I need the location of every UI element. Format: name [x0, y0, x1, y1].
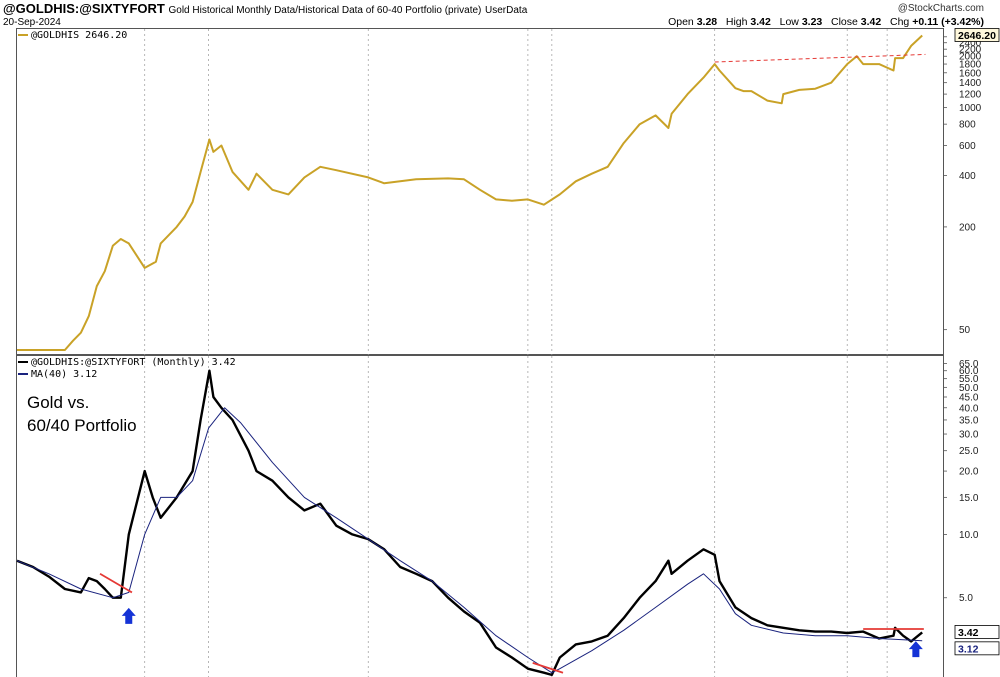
ratio-ytick-6: 35.0: [959, 415, 979, 426]
gold-last-badge-text: 2646.20: [958, 30, 996, 42]
gold-ytick-5: 1000: [959, 103, 982, 114]
ratio-ytick-5: 30.0: [959, 430, 979, 441]
annotation-line-2: 60/40 Portfolio: [27, 416, 137, 435]
gold-ytick-0: 50: [959, 325, 971, 336]
gold-series-0-line: [17, 34, 923, 351]
chart-title: @GOLDHIS:@SIXTYFORT Gold Historical Mont…: [3, 1, 527, 16]
brand-logo[interactable]: @StockCharts.com: [897, 3, 984, 14]
ratio-downtrend-line-1: [532, 662, 564, 674]
chart-source-tag: UserData: [485, 5, 528, 16]
ratio-ytick-7: 40.0: [959, 403, 979, 414]
gold-ytick-11: 2200: [959, 45, 982, 56]
ma-legend-swatch: [18, 373, 28, 375]
ratio-ytick-3: 20.0: [959, 467, 979, 478]
open-value: 3.28: [696, 16, 718, 28]
gold-ytick-7: 1400: [959, 78, 982, 89]
high-label: High: [725, 16, 748, 28]
gold-ytick-2: 400: [959, 171, 976, 182]
low-label: Low: [779, 16, 799, 28]
ohlc-readout: Open 3.28 High 3.42 Low 3.23 Close 3.42 …: [668, 16, 984, 28]
open-label: Open: [668, 16, 694, 28]
ma-last-badge-text: 3.12: [958, 643, 979, 655]
gold-ytick-6: 1200: [959, 90, 982, 101]
ma-legend-text: MA(40) 3.12: [31, 369, 98, 380]
ratio-series-0-line: [16, 369, 923, 677]
close-value: 3.42: [860, 16, 882, 28]
annotation-line-1: Gold vs.: [27, 393, 90, 412]
chart-description: Gold Historical Monthly Data/Historical …: [168, 5, 482, 16]
ratio-legend: @GOLDHIS:@SIXTYFORT (Monthly) 3.42: [18, 357, 236, 368]
ratio-ytick-9: 50.0: [959, 383, 979, 394]
ma-last-badge-box: [954, 641, 1000, 656]
ratio-last-badge-text: 3.42: [958, 627, 979, 639]
ratio-ytick-1: 10.0: [959, 530, 979, 541]
top-legend-text: @GOLDHIS 2646.20: [31, 30, 128, 41]
ratio-legend-text: @GOLDHIS:@SIXTYFORT (Monthly) 3.42: [31, 357, 236, 368]
chg-label: Chg: [890, 16, 910, 28]
ratio-up-arrow-icon-4: [908, 641, 923, 658]
ratio-up-arrow-icon-3: [121, 607, 136, 624]
gold-ytick-10: 2000: [959, 52, 982, 63]
gold-legend-swatch: [18, 34, 28, 36]
low-value: 3.23: [801, 16, 823, 28]
gold-ytick-3: 600: [959, 141, 976, 152]
chg-value: +0.11 (+3.42%): [912, 16, 984, 28]
gold-ytick-8: 1600: [959, 68, 982, 79]
ratio-ytick-8: 45.0: [959, 392, 979, 403]
ratio-ytick-11: 60.0: [959, 366, 979, 377]
top-legend: @GOLDHIS 2646.20: [18, 30, 127, 41]
ratio-ytick-2: 15.0: [959, 493, 979, 504]
ratio-ytick-4: 25.0: [959, 446, 979, 457]
ratio-ytick-0: 5.0: [959, 593, 973, 604]
gold-ytick-9: 1800: [959, 60, 982, 71]
chart-symbol: @GOLDHIS:@SIXTYFORT: [3, 1, 165, 16]
ratio-legend-swatch: [18, 361, 28, 363]
ratio-downtrend-line-0: [99, 572, 133, 594]
high-value: 3.42: [750, 16, 771, 28]
ratio-last-badge-box: [954, 625, 1000, 639]
chart-annotation: Gold vs. 60/40 Portfolio: [27, 391, 137, 437]
ma-legend: MA(40) 3.12: [18, 369, 97, 380]
gold-resistance-line-0: [714, 53, 926, 63]
gold-last-badge: 2646.20: [954, 28, 1000, 42]
gold-last-badge-box: [954, 28, 1000, 42]
ratio-last-badge: 3.42: [954, 625, 1000, 639]
ratio-panel[interactable]: [16, 355, 944, 677]
ma-last-badge: 3.12: [954, 641, 1000, 656]
chart-date: 20-Sep-2024: [3, 17, 61, 28]
close-label: Close: [831, 16, 858, 28]
gold-ytick-12: 2400: [959, 38, 982, 49]
ratio-ytick-12: 65.0: [959, 359, 979, 370]
gold-price-panel[interactable]: [16, 28, 944, 355]
ratio-ytick-10: 55.0: [959, 374, 979, 385]
gold-ytick-1: 200: [959, 222, 976, 233]
ratio-series-1-line: [16, 407, 923, 674]
gold-ytick-4: 800: [959, 120, 976, 131]
